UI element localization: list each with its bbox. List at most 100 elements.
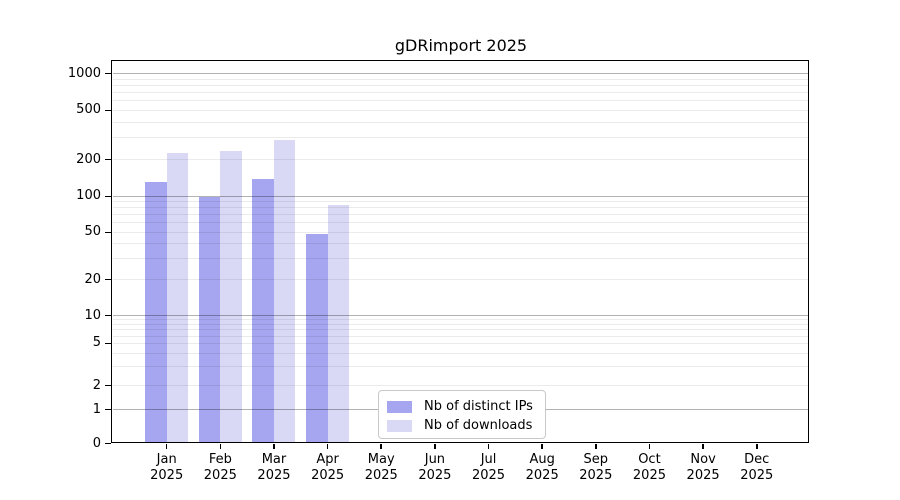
gridline-minor-70 — [113, 214, 808, 216]
y-tick-label-50: 50 — [84, 224, 101, 240]
x-tick-month: Jun — [424, 452, 446, 467]
y-tick-label-20: 20 — [84, 271, 101, 287]
y-tick-0 — [105, 442, 111, 445]
legend-item-distinct-ips: Nb of distinct IPs — [387, 398, 537, 415]
x-tick-month: Oct — [638, 452, 661, 467]
x-tick-label-jun: Jun 2025 — [407, 452, 463, 484]
x-tick-month: Apr — [316, 452, 339, 467]
y-tick-label-0: 0 — [92, 435, 101, 451]
x-tick-year: 2025 — [686, 468, 720, 483]
legend-swatch-downloads — [387, 419, 412, 432]
y-tick-20 — [105, 278, 111, 281]
gridline-major-100 — [113, 195, 808, 197]
gridline-minor-2 — [113, 385, 808, 386]
gridline-minor-90 — [113, 201, 808, 203]
x-tick-label-jul: Jul 2025 — [461, 452, 517, 484]
x-tick-may — [380, 443, 383, 449]
gridline-minor-8 — [113, 324, 808, 326]
x-tick-month: Dec — [744, 452, 770, 467]
legend-swatch-distinct-ips — [387, 400, 412, 413]
x-tick-mar — [273, 443, 275, 449]
x-tick-year: 2025 — [471, 468, 506, 483]
x-tick-month: Mar — [261, 452, 287, 467]
x-tick-nov — [702, 443, 704, 449]
y-tick-label-100: 100 — [76, 188, 101, 204]
x-tick-year: 2025 — [525, 468, 559, 483]
gridline-major-1000 — [113, 73, 808, 74]
gridline-minor-50 — [113, 231, 808, 233]
x-tick-year: 2025 — [632, 468, 666, 483]
y-tick-label-200: 200 — [76, 151, 101, 167]
x-tick-oct — [648, 443, 651, 449]
x-tick-label-dec: Dec 2025 — [729, 452, 785, 484]
legend-box: Nb of distinct IPs Nb of downloads — [378, 390, 546, 439]
gridline-minor-7 — [113, 329, 808, 331]
gridline-minor-6 — [113, 335, 808, 337]
x-tick-year: 2025 — [418, 468, 452, 483]
y-tick-500 — [105, 109, 111, 112]
x-tick-label-nov: Nov 2025 — [675, 452, 731, 484]
x-tick-label-sep: Sep 2025 — [568, 452, 624, 484]
x-tick-sep — [595, 443, 597, 449]
gridline-minor-40 — [113, 243, 808, 245]
y-tick-label-10: 10 — [84, 307, 101, 323]
x-tick-label-aug: Aug 2025 — [514, 452, 570, 484]
gridline-minor-80 — [113, 207, 808, 209]
x-tick-month: Aug — [529, 452, 555, 467]
gridline-minor-60 — [113, 222, 808, 224]
gridline-major-10 — [113, 315, 808, 317]
gridline-minor-20 — [113, 279, 808, 280]
gridline-minor-700 — [113, 91, 808, 93]
x-tick-feb — [219, 443, 222, 449]
x-tick-year: 2025 — [579, 468, 613, 483]
y-tick-2 — [105, 384, 111, 387]
gridline-minor-900 — [113, 78, 808, 80]
x-tick-label-feb: Feb 2025 — [192, 452, 248, 484]
gridline-minor-400 — [113, 121, 808, 123]
x-tick-year: 2025 — [150, 468, 184, 483]
y-tick-1000 — [105, 72, 111, 75]
x-tick-month: Feb — [208, 452, 232, 467]
bar-nb-of-distinct-ips-mar — [252, 179, 274, 444]
x-tick-aug — [541, 443, 543, 449]
y-tick-50 — [105, 231, 111, 234]
x-tick-jan — [165, 443, 168, 449]
x-tick-year: 2025 — [203, 468, 237, 483]
x-tick-month: Nov — [690, 452, 716, 467]
chart-title: gDRimport 2025 — [394, 36, 528, 55]
x-tick-month: May — [367, 452, 395, 467]
x-tick-year: 2025 — [364, 468, 398, 483]
bar-nb-of-distinct-ips-apr — [306, 234, 328, 444]
x-tick-month: Jul — [480, 452, 497, 467]
y-tick-200 — [105, 158, 111, 161]
gridline-minor-30 — [113, 258, 808, 260]
y-tick-label-2: 2 — [92, 377, 101, 393]
y-tick-label-5: 5 — [92, 335, 101, 351]
x-tick-label-apr: Apr 2025 — [300, 452, 356, 484]
y-tick-10 — [105, 314, 111, 317]
gridline-minor-9 — [113, 319, 808, 321]
x-tick-month: Sep — [583, 452, 609, 467]
gridline-minor-500 — [113, 109, 808, 111]
y-tick-label-1: 1 — [92, 401, 101, 417]
y-tick-1 — [105, 408, 111, 411]
bar-nb-of-downloads-mar — [273, 139, 296, 444]
bar-nb-of-distinct-ips-jan — [145, 182, 167, 444]
x-tick-year: 2025 — [740, 468, 774, 483]
x-tick-year: 2025 — [257, 468, 291, 483]
y-tick-100 — [105, 195, 111, 198]
x-tick-apr — [326, 443, 329, 449]
gridline-minor-4 — [113, 353, 808, 355]
x-tick-label-may: May 2025 — [353, 452, 409, 484]
x-tick-label-mar: Mar 2025 — [246, 452, 302, 484]
gridline-minor-300 — [113, 137, 808, 139]
gridline-minor-3 — [113, 366, 808, 368]
gridline-minor-200 — [113, 159, 808, 161]
gridline-minor-600 — [113, 100, 808, 102]
legend-label-distinct-ips: Nb of distinct IPs — [424, 399, 533, 414]
y-tick-5 — [105, 342, 111, 345]
bar-nb-of-distinct-ips-feb — [198, 197, 221, 444]
x-tick-dec — [755, 443, 758, 449]
x-tick-jul — [487, 443, 490, 449]
